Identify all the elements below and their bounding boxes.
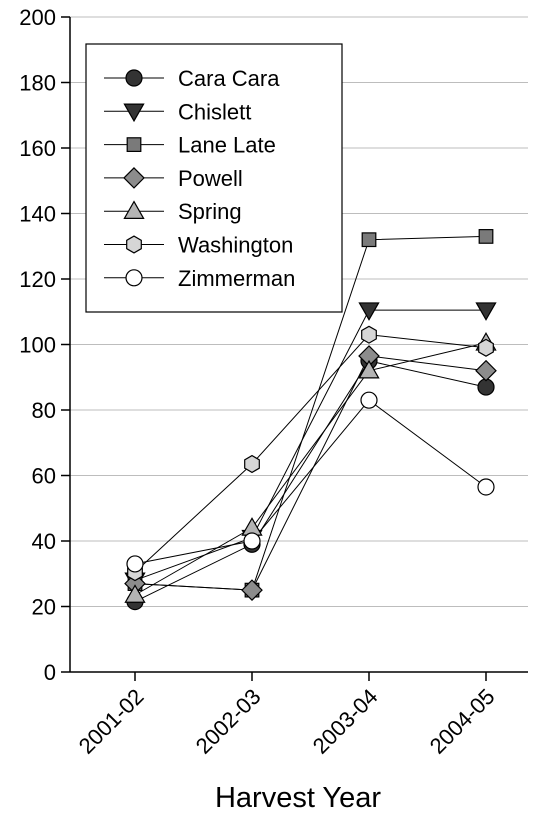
- series-spring: [134, 342, 487, 596]
- legend-label-powell: Powell: [178, 166, 243, 191]
- series-markers-cara-cara: [126, 352, 495, 611]
- legend-label-spring: Spring: [178, 199, 242, 224]
- y-tick-label-0: 0: [44, 660, 56, 685]
- legend-item-zimmerman: Zimmerman: [104, 266, 295, 291]
- series-markers-chislett: [124, 302, 497, 592]
- y-tick-label-100: 100: [19, 333, 56, 358]
- y-tick-label-60: 60: [32, 464, 56, 489]
- data-point-lane-late-2003-04: [361, 232, 377, 248]
- y-tick-label-180: 180: [19, 71, 56, 96]
- data-point-zimmerman-2004-05: [477, 478, 495, 496]
- data-point-washington-2002-03: [244, 454, 260, 474]
- legend-item-spring: Spring: [104, 199, 242, 224]
- y-tick-label-120: 120: [19, 267, 56, 292]
- series-line-powell: [134, 355, 487, 591]
- series-chislett: [134, 309, 486, 581]
- legend-marker-chislett: [123, 103, 145, 123]
- series-washington: [134, 334, 487, 573]
- legend-marker-cara-cara: [125, 69, 143, 87]
- data-point-powell-2002-03: [241, 579, 263, 601]
- legend-item-powell: Powell: [104, 166, 243, 191]
- series-markers-washington: [127, 325, 494, 582]
- series-powell: [134, 355, 487, 591]
- legend-item-chislett: Chislett: [104, 99, 251, 124]
- data-point-spring-2001-02: [124, 584, 146, 603]
- data-point-washington-2003-04: [361, 325, 377, 344]
- legend: Cara Cara Chislett Lane Late Powell Spring Wa…: [85, 43, 343, 313]
- legend-label-cara-cara: Cara Cara: [178, 66, 280, 91]
- legend-item-washington: Washington: [104, 233, 293, 258]
- y-axis-ticks: 0 20 40 60 80 100 120 140 160 180 200: [19, 5, 70, 685]
- legend-item-cara-cara: Cara Cara: [104, 66, 280, 91]
- data-point-lane-late-2004-05: [478, 229, 494, 244]
- data-point-zimmerman-2001-02: [126, 555, 144, 573]
- y-tick-label-160: 160: [19, 136, 56, 161]
- legend-marker-powell: [123, 167, 145, 189]
- y-tick-label-80: 80: [32, 398, 56, 423]
- data-point-powell-2004-05: [475, 359, 497, 382]
- y-tick-label-200: 200: [19, 5, 56, 30]
- x-tick-label-2004-05: 2004-05: [425, 684, 500, 759]
- legend-item-lane-late: Lane Late: [104, 133, 276, 158]
- legend-label-lane-late: Lane Late: [178, 133, 276, 158]
- legend-marker-spring: [123, 200, 145, 219]
- series-markers-zimmerman: [126, 391, 495, 573]
- y-tick-label-20: 20: [32, 595, 56, 620]
- series-line-cara-cara: [134, 360, 487, 603]
- series-line-chislett: [134, 309, 486, 581]
- legend-label-zimmerman: Zimmerman: [178, 266, 295, 291]
- x-axis-ticks: 2001-02 2002-03 2003-04 2004-05: [74, 672, 500, 759]
- x-tick-label-2003-04: 2003-04: [308, 684, 383, 759]
- series-line-washington: [134, 334, 487, 573]
- x-tick-label-2001-02: 2001-02: [74, 684, 149, 759]
- series-line-zimmerman: [134, 399, 487, 565]
- legend-marker-lane-late: [126, 137, 142, 153]
- series-zimmerman: [134, 399, 487, 565]
- series-cara-cara: [134, 360, 487, 603]
- x-tick-label-2002-03: 2002-03: [191, 684, 266, 759]
- data-point-washington-2004-05: [478, 338, 494, 357]
- data-point-spring-2003-04: [358, 359, 380, 379]
- y-tick-label-140: 140: [19, 202, 56, 227]
- legend-marker-zimmerman: [125, 269, 143, 287]
- data-point-chislett-2004-05: [475, 302, 497, 321]
- data-point-zimmerman-2002-03: [243, 532, 261, 550]
- series-markers-spring: [124, 332, 497, 603]
- series-group: [124, 229, 497, 611]
- x-axis-title: Harvest Year: [215, 782, 381, 814]
- legend-label-chislett: Chislett: [178, 99, 251, 124]
- y-tick-label-40: 40: [32, 529, 56, 554]
- series-line-spring: [134, 342, 487, 596]
- data-point-zimmerman-2003-04: [360, 391, 378, 409]
- data-point-chislett-2003-04: [358, 302, 380, 321]
- legend-marker-washington: [126, 235, 142, 254]
- legend-label-washington: Washington: [178, 233, 293, 258]
